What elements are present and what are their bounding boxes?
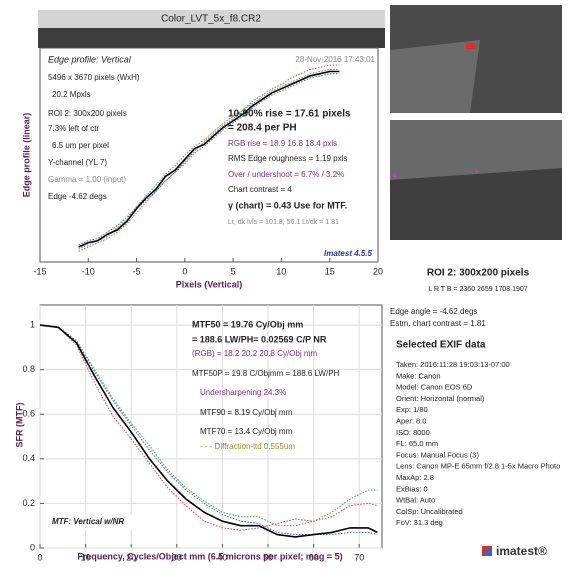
annotation: Y-channel (YL 7) <box>48 158 107 167</box>
x-tick-label: -5 <box>133 266 141 276</box>
annotation: RGB rise = 18.9 16.8 18.4 pxls <box>228 139 337 148</box>
series-line <box>78 70 340 248</box>
annotation: MTF50P = 19.8 C/Objmm = 188.6 LW/PH <box>192 369 340 378</box>
exif-list: Taken: 2016:11:28 19:03:13-07:00 Make: Ca… <box>396 360 560 527</box>
exif-title: Selected EXIF data <box>396 340 486 351</box>
annotation: = 188.6 LW/PH= 0.02569 C/P NR <box>192 334 327 344</box>
window-title: Color_LVT_5x_f8.CR2 <box>161 14 261 25</box>
exif-line: Make: Canon <box>396 371 441 380</box>
roi-tick: + <box>392 171 397 181</box>
date: 28-Nov-2016 17:43:01 <box>295 55 375 64</box>
x-tick-label: 60 <box>309 552 319 562</box>
y-tick-label: 0.6 <box>22 409 35 419</box>
exif-line: ISO: 8000 <box>396 428 430 437</box>
series-line <box>78 68 340 250</box>
version: Imatest 4.5.5 <box>324 249 373 258</box>
annotation: 10-90% rise = 17.61 pixels <box>228 109 351 120</box>
annotation: 5496 x 3670 pixels (WxH) <box>48 73 140 82</box>
x-tick-label: 10 <box>276 266 286 276</box>
window-bar <box>38 10 385 28</box>
annotation: γ (chart) = 0.43 Use for MTF. <box>228 200 347 210</box>
logo-mark <box>486 550 492 556</box>
chart-title: Edge profile: Vertical <box>48 54 132 64</box>
exif-line: FoV: 31.3 deg <box>396 518 443 527</box>
roi-shape <box>390 40 480 113</box>
exif-line: Model: Canon EOS 6D <box>396 383 473 392</box>
y-tick-label: 0 <box>30 542 35 552</box>
x-axis-label: Frequency, Cycles/Object mm (6.5 microns… <box>77 551 342 561</box>
x-tick-label: -10 <box>82 266 95 276</box>
exif-line: Aper: 8.0 <box>396 416 426 425</box>
exif-line: MaxAp: 2.8 <box>396 473 434 482</box>
x-tick-label: 10 <box>81 552 91 562</box>
logo: imatest® <box>496 544 547 558</box>
x-tick-label: 70 <box>354 552 364 562</box>
label-box <box>48 514 144 530</box>
x-tick-label: 15 <box>325 266 335 276</box>
y-tick-label: 0.2 <box>22 498 35 508</box>
annotation: (RGB) = 18.2 20.2 20.8 Cy/Obj mm <box>192 349 317 358</box>
x-tick-label: 0 <box>182 266 187 276</box>
edge-info: Edge angle = -4.62 degs <box>390 307 477 316</box>
roi-tick: + <box>474 166 479 176</box>
exif-line: Focus: Manual Focus (3) <box>396 450 479 459</box>
annotation: = 208.4 per PH <box>228 123 297 134</box>
annotation: 7.3% left of ctr <box>48 124 99 133</box>
annotation: MTF70 = 13.4 Cy/Obj mm <box>200 427 293 436</box>
x-tick-label: 40 <box>217 552 227 562</box>
exif-line: Orient: Horizontal (normal) <box>396 394 485 403</box>
x-tick-label: 30 <box>172 552 182 562</box>
exif-line: ExBias: 0 <box>396 484 428 493</box>
exif-line: Exp: 1/80 <box>396 405 428 414</box>
exif-line: ColSp: Uncalibrated <box>396 507 463 516</box>
roi-caption: ROI 2: 300x200 pixels <box>427 268 530 279</box>
exif-line: Lens: Canon MP-E 65mm f/2.8 1-5x Macro P… <box>396 462 560 471</box>
annotation: Chart contrast = 4 <box>228 185 292 194</box>
chart-header <box>38 28 385 48</box>
y-tick-label: 0.4 <box>22 453 35 463</box>
annotation: Undersharpening 24.3% <box>200 388 286 397</box>
series-line <box>78 64 340 252</box>
annotation: Edge -4.62 degs <box>48 192 107 201</box>
roi-bounds: L R T B = 2360 2659 1708 1907 <box>428 286 527 293</box>
plot-area <box>39 47 379 263</box>
roi-marker <box>466 43 476 49</box>
annotation: - - - Diffraction-ltd 0.555um <box>200 442 295 451</box>
edge-chart: -15 -10 -5 0 5 10 15 20 <box>33 64 383 276</box>
y-axis-label: SFR (MTF) <box>14 403 24 448</box>
annotation: Gamma = 1.00 (input) <box>48 175 126 184</box>
series-line <box>39 324 378 527</box>
exif-line: WtBal: Auto <box>396 496 435 505</box>
x-tick-label: 5 <box>231 266 236 276</box>
annotation: 6.5 um per pixel <box>52 141 109 150</box>
annotation: MTF90 = 8.19 Cy/Obj mm <box>200 408 293 417</box>
series-line <box>78 73 340 246</box>
series-line <box>39 324 378 531</box>
exif-line: FL: 65.0 mm <box>396 439 438 448</box>
x-tick-label: 0 <box>37 552 42 562</box>
annotation: RMS Edge roughness = 1.19 pxls <box>228 154 347 163</box>
x-tick-label: 20 <box>126 552 136 562</box>
edge-info: Estm. chart contrast = 1.81 <box>390 319 486 328</box>
annotation: ROI 2: 300x200 pixels <box>48 109 127 118</box>
x-tick-label: 50 <box>263 552 273 562</box>
annotation: Lt, dk lvls = 101.8, 56.1 Lt/dk = 1.81 <box>228 219 339 226</box>
mtf-chart: 0 10 20 30 40 50 60 70 0 0.2 0.4 0.6 0.8 1 <box>22 305 382 562</box>
y-tick-label: 0.8 <box>22 364 35 374</box>
y-axis-label: Edge profile (linear) <box>21 113 31 198</box>
chart-title: MTF: Vertical w/NR <box>52 517 124 526</box>
x-axis-label: Pixels (Vertical) <box>176 279 243 289</box>
x-tick-label: 20 <box>373 266 383 276</box>
exif-line: Taken: 2016:11:28 19:03:13-07:00 <box>396 360 510 369</box>
annotation: 20.2 Mpxls <box>52 90 91 99</box>
annotation: Over / undershoot = 6.7% / 3.2% <box>228 170 344 179</box>
series-line <box>39 324 378 538</box>
annotation: MTF50 = 19.76 Cy/Obj mm <box>192 319 303 329</box>
x-tick-label: -15 <box>33 266 46 276</box>
roi-bright <box>390 120 562 180</box>
y-tick-label: 1 <box>30 319 35 329</box>
